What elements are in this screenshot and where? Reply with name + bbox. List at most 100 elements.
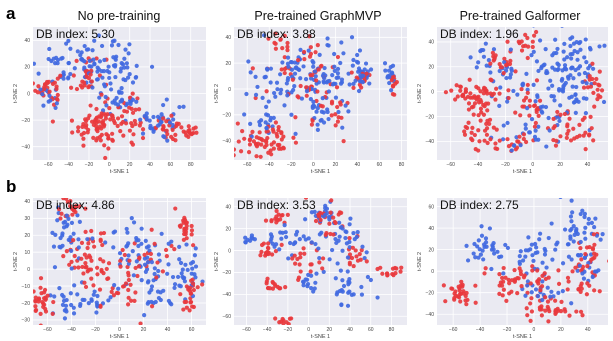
blue-point — [145, 301, 150, 306]
red-point — [320, 104, 325, 109]
red-point — [467, 77, 472, 82]
blue-point — [390, 71, 395, 76]
red-point — [253, 95, 258, 101]
x-tick-label: 20 — [558, 327, 564, 333]
blue-point — [523, 254, 528, 259]
red-point — [272, 282, 277, 287]
blue-point — [68, 46, 73, 51]
red-point — [282, 55, 287, 60]
x-tick-label: −60 — [446, 162, 455, 168]
blue-point — [351, 230, 356, 236]
red-point — [478, 118, 483, 123]
blue-point — [168, 300, 173, 306]
red-point — [493, 97, 498, 102]
red-point — [126, 295, 131, 300]
red-point — [188, 131, 193, 136]
blue-point — [575, 268, 580, 273]
red-point — [104, 266, 109, 272]
blue-point — [61, 72, 66, 77]
red-point — [607, 259, 608, 263]
red-point — [149, 227, 154, 232]
red-point — [463, 89, 468, 94]
red-point — [539, 284, 545, 289]
red-point — [280, 46, 285, 51]
red-point — [178, 292, 183, 297]
blue-point — [115, 102, 121, 107]
blue-point — [62, 219, 68, 224]
red-point — [273, 120, 278, 125]
red-point — [565, 275, 571, 280]
red-point — [183, 130, 188, 135]
red-point — [443, 299, 448, 304]
blue-point — [170, 274, 176, 280]
red-point — [398, 269, 403, 274]
red-point — [184, 223, 189, 229]
red-point — [51, 299, 56, 305]
blue-point — [553, 37, 558, 42]
red-point — [574, 309, 579, 314]
red-point — [335, 119, 340, 124]
red-point — [246, 149, 252, 155]
red-point — [33, 295, 38, 300]
blue-point — [52, 294, 57, 299]
blue-point — [560, 289, 565, 294]
blue-point — [505, 99, 510, 104]
red-point — [459, 279, 464, 284]
red-point — [485, 91, 490, 96]
blue-point — [569, 198, 574, 203]
blue-point — [602, 43, 607, 48]
blue-point — [337, 288, 342, 294]
red-point — [265, 276, 270, 281]
y-tick-label: −60 — [223, 314, 232, 320]
blue-point — [483, 240, 489, 245]
blue-point — [305, 277, 310, 282]
blue-point — [476, 255, 481, 260]
blue-point — [151, 129, 156, 134]
blue-point — [75, 292, 80, 297]
blue-point — [343, 103, 348, 108]
red-point — [169, 113, 174, 118]
red-point — [101, 259, 106, 264]
blue-point — [306, 236, 311, 241]
red-point — [295, 256, 300, 262]
red-point — [273, 316, 278, 321]
x-tick-label: 0 — [307, 327, 310, 333]
blue-point — [473, 255, 478, 260]
blue-point — [590, 274, 595, 280]
red-point — [266, 241, 271, 246]
blue-point — [53, 105, 58, 110]
red-point — [485, 108, 490, 113]
red-point — [274, 131, 279, 137]
red-point — [280, 213, 285, 218]
blue-point — [293, 240, 298, 245]
blue-point — [578, 239, 583, 245]
red-point — [110, 138, 115, 143]
red-point — [512, 278, 518, 283]
red-point — [525, 313, 530, 318]
blue-point — [165, 271, 170, 276]
blue-point — [336, 238, 341, 243]
blue-point — [560, 27, 564, 28]
red-point — [263, 218, 269, 223]
y-tick-label: 20 — [428, 247, 434, 253]
blue-point — [582, 70, 588, 76]
red-point — [266, 285, 271, 291]
points-group — [33, 33, 199, 160]
red-point — [273, 31, 278, 36]
red-point — [465, 125, 470, 131]
blue-point — [145, 255, 150, 260]
blue-point — [508, 72, 513, 77]
red-point — [110, 131, 115, 136]
red-point — [263, 138, 269, 143]
red-point — [590, 76, 595, 82]
blue-point — [79, 50, 84, 55]
blue-point — [156, 252, 162, 257]
red-point — [476, 128, 481, 133]
red-point — [591, 90, 596, 96]
blue-point — [529, 53, 534, 58]
blue-point — [164, 97, 169, 102]
red-point — [274, 325, 278, 329]
red-point — [520, 104, 525, 109]
blue-point — [568, 236, 573, 241]
red-point — [532, 103, 537, 108]
